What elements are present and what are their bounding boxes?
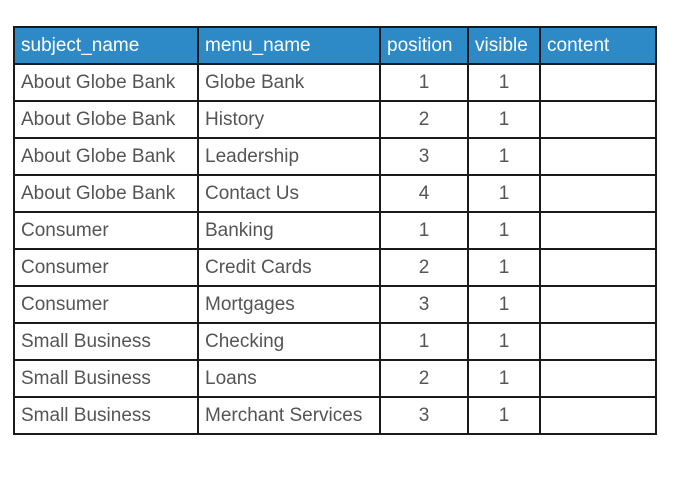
cell-visible: 1 xyxy=(467,100,541,139)
cell-visible: 1 xyxy=(467,248,541,287)
cell-visible: 1 xyxy=(467,285,541,324)
table-row: Consumer Mortgages 3 1 xyxy=(13,285,657,324)
cell-subject-name: Small Business xyxy=(13,322,199,361)
header-visible: visible xyxy=(467,26,541,65)
cell-subject-name: Small Business xyxy=(13,396,199,435)
cell-visible: 1 xyxy=(467,322,541,361)
cell-visible: 1 xyxy=(467,211,541,250)
cell-position: 3 xyxy=(379,137,469,176)
cell-menu-name: Leadership xyxy=(197,137,381,176)
cell-position: 1 xyxy=(379,63,469,102)
cell-visible: 1 xyxy=(467,359,541,398)
cell-content xyxy=(539,359,657,398)
cell-visible: 1 xyxy=(467,396,541,435)
cell-content xyxy=(539,63,657,102)
table-container: subject_name menu_name position visible … xyxy=(13,26,657,435)
header-menu-name: menu_name xyxy=(197,26,381,65)
cell-content xyxy=(539,100,657,139)
cell-subject-name: About Globe Bank xyxy=(13,174,199,213)
table-row: About Globe Bank Leadership 3 1 xyxy=(13,137,657,176)
cell-position: 3 xyxy=(379,285,469,324)
cell-content xyxy=(539,137,657,176)
cell-position: 3 xyxy=(379,396,469,435)
cell-menu-name: Credit Cards xyxy=(197,248,381,287)
cell-content xyxy=(539,248,657,287)
cell-position: 1 xyxy=(379,322,469,361)
cell-content xyxy=(539,396,657,435)
table-row: About Globe Bank History 2 1 xyxy=(13,100,657,139)
pages-table: subject_name menu_name position visible … xyxy=(13,26,657,435)
cell-content xyxy=(539,322,657,361)
cell-subject-name: About Globe Bank xyxy=(13,137,199,176)
table-row: About Globe Bank Globe Bank 1 1 xyxy=(13,63,657,102)
cell-menu-name: Contact Us xyxy=(197,174,381,213)
cell-content xyxy=(539,285,657,324)
cell-visible: 1 xyxy=(467,63,541,102)
table-row: Small Business Loans 2 1 xyxy=(13,359,657,398)
cell-menu-name: Mortgages xyxy=(197,285,381,324)
cell-menu-name: Checking xyxy=(197,322,381,361)
cell-menu-name: Merchant Services xyxy=(197,396,381,435)
cell-subject-name: About Globe Bank xyxy=(13,63,199,102)
table-row: Small Business Merchant Services 3 1 xyxy=(13,396,657,435)
cell-subject-name: Consumer xyxy=(13,211,199,250)
table-header-row: subject_name menu_name position visible … xyxy=(13,26,657,65)
cell-menu-name: History xyxy=(197,100,381,139)
table-row: Small Business Checking 1 1 xyxy=(13,322,657,361)
header-position: position xyxy=(379,26,469,65)
cell-position: 2 xyxy=(379,100,469,139)
cell-position: 4 xyxy=(379,174,469,213)
cell-subject-name: Consumer xyxy=(13,285,199,324)
cell-position: 2 xyxy=(379,248,469,287)
cell-visible: 1 xyxy=(467,137,541,176)
cell-position: 2 xyxy=(379,359,469,398)
cell-menu-name: Loans xyxy=(197,359,381,398)
cell-content xyxy=(539,211,657,250)
cell-subject-name: Small Business xyxy=(13,359,199,398)
table-row: About Globe Bank Contact Us 4 1 xyxy=(13,174,657,213)
cell-subject-name: About Globe Bank xyxy=(13,100,199,139)
table-row: Consumer Banking 1 1 xyxy=(13,211,657,250)
cell-menu-name: Globe Bank xyxy=(197,63,381,102)
table-row: Consumer Credit Cards 2 1 xyxy=(13,248,657,287)
header-content: content xyxy=(539,26,657,65)
cell-subject-name: Consumer xyxy=(13,248,199,287)
header-subject-name: subject_name xyxy=(13,26,199,65)
cell-visible: 1 xyxy=(467,174,541,213)
cell-menu-name: Banking xyxy=(197,211,381,250)
cell-position: 1 xyxy=(379,211,469,250)
cell-content xyxy=(539,174,657,213)
